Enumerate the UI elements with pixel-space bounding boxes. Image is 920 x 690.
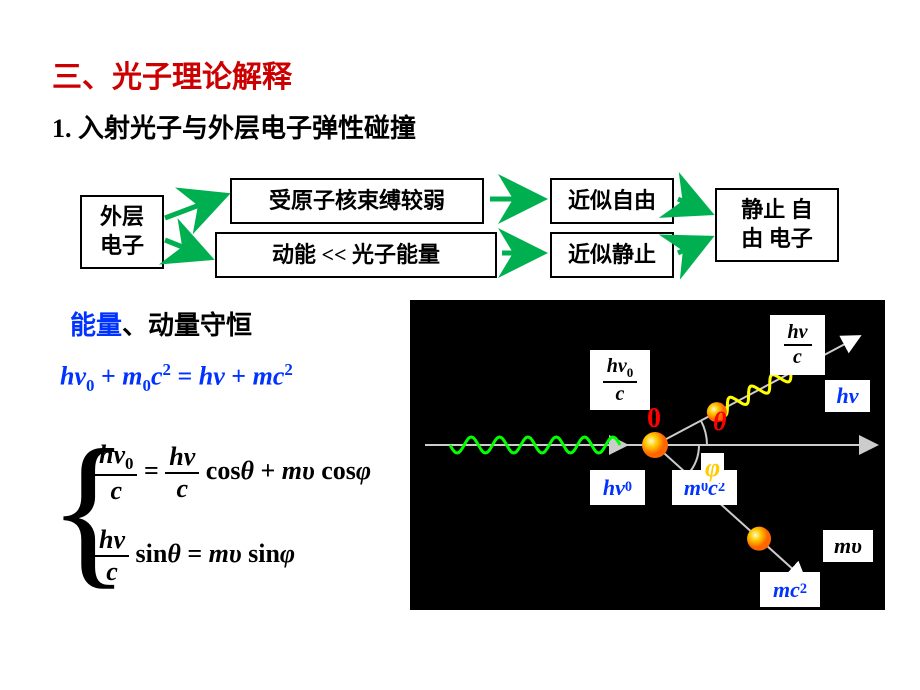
scattering-diagram: hν0c hνc hν0 m0c2 hν mυ mc2 0 θ φ bbox=[410, 300, 885, 610]
conservation-blue: 能量 bbox=[70, 311, 122, 340]
conservation-black: 、动量守恒 bbox=[122, 311, 252, 340]
label-hv0: hν0 bbox=[590, 470, 645, 505]
momentum-equation-x: hν0c = hνc cosθ + mυ cosφ bbox=[95, 440, 371, 506]
label-theta: θ bbox=[713, 407, 727, 437]
label-phi: φ bbox=[701, 453, 724, 483]
label-mv: mυ bbox=[823, 530, 873, 562]
energy-equation: hν0 + m0c2 = hν + mc2 bbox=[60, 360, 293, 396]
label-mc2: mc2 bbox=[760, 572, 820, 607]
flow-arrows bbox=[0, 0, 920, 300]
label-hv-over-c: hνc bbox=[770, 315, 825, 375]
label-zero: 0 bbox=[647, 403, 661, 435]
label-hv: hν bbox=[825, 380, 870, 412]
momentum-equation-y: hνc sinθ = mυ sinφ bbox=[95, 525, 295, 587]
label-hv0-over-c: hν0c bbox=[590, 350, 650, 410]
conservation-label: 能量、动量守恒 bbox=[70, 305, 252, 342]
